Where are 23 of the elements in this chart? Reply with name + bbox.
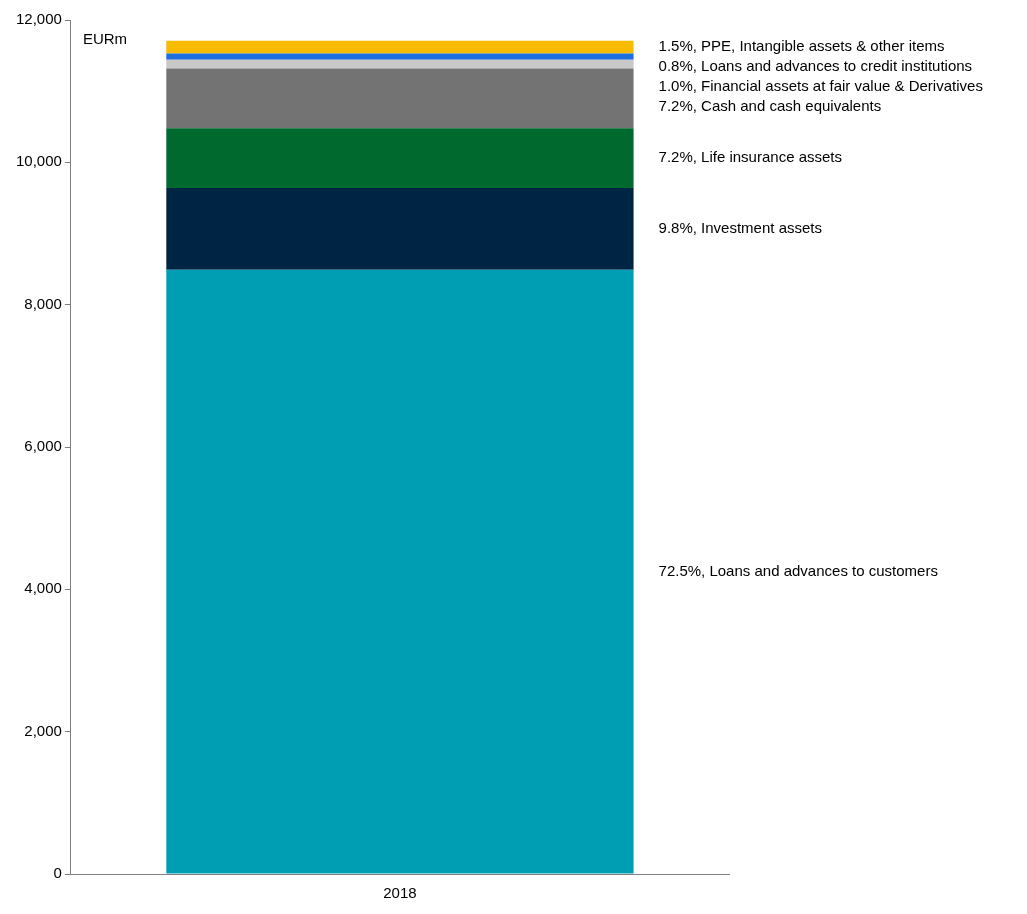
y-tick-label: 2,000 (24, 721, 62, 739)
bar (166, 40, 634, 54)
bar (166, 68, 634, 129)
y-axis-title: EURm (82, 29, 128, 47)
y-tick-label: 12,000 (15, 10, 62, 28)
x-tick-label: 2018 (383, 884, 417, 902)
series-label: 7.2%, Life insurance assets (658, 148, 843, 166)
bar (166, 128, 634, 188)
series-label: 7.2%, Cash and cash equivalents (658, 97, 882, 115)
bar (166, 187, 634, 270)
series-label: 1.0%, Financial assets at fair value & Derivatives (658, 77, 983, 95)
bar (166, 53, 634, 60)
y-tick-label: 10,000 (15, 152, 62, 170)
series-label: 9.8%, Investment assets (658, 219, 822, 237)
series-label: 0.8%, Loans and advances to credit institutions (658, 57, 973, 75)
series-label: 1.5%, PPE, Intangible assets & other items (658, 37, 945, 55)
y-tick-label: 4,000 (24, 579, 62, 597)
y-tick-label: 8,000 (24, 294, 62, 312)
y-tick-label: 0 (53, 864, 62, 882)
y-tick-label: 6,000 (24, 437, 62, 455)
bar (166, 59, 634, 69)
bar (166, 269, 634, 874)
series-label: 72.5%, Loans and advances to customers (658, 561, 938, 579)
